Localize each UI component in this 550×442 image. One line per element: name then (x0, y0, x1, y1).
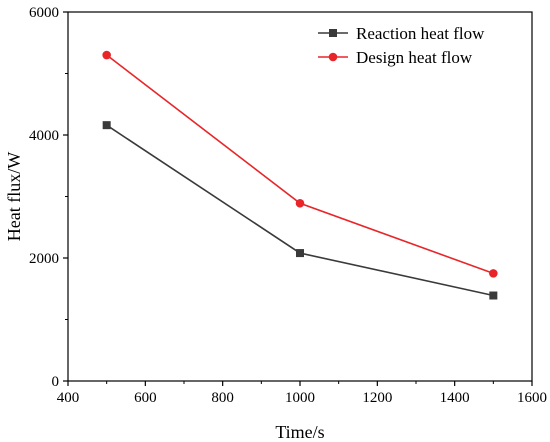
x-tick-label: 600 (134, 390, 157, 406)
x-tick-label: 800 (211, 390, 234, 406)
data-point-circle (102, 50, 111, 60)
x-axis-title: Time/s (275, 422, 324, 442)
y-axis-title: Heat flux/W (4, 152, 24, 241)
series-layer (102, 50, 498, 300)
y-tick-label: 6000 (29, 5, 59, 21)
data-point-square (296, 249, 304, 258)
x-tick-label: 1600 (517, 390, 547, 406)
legend-marker-square (329, 29, 337, 37)
x-tick-label: 1000 (285, 390, 315, 406)
legend-label: Design heat flow (356, 48, 473, 67)
x-tick-label: 400 (57, 390, 80, 406)
data-point-square (489, 291, 498, 300)
y-tick-label: 0 (52, 374, 60, 390)
x-tick-label: 1400 (440, 390, 470, 406)
axes: 400 600 800 1000 1200 1400 1600 0 2000 4000 6000 (29, 5, 547, 406)
legend: Reaction heat flow Design heat flow (318, 24, 485, 67)
legend-label: Reaction heat flow (356, 24, 485, 43)
data-point-circle (489, 269, 498, 278)
y-tick-label: 4000 (29, 128, 59, 144)
plot-frame (67, 11, 533, 382)
legend-marker-circle (328, 52, 338, 62)
data-point-square (102, 121, 111, 130)
data-point-circle (295, 198, 305, 208)
y-tick-label: 2000 (29, 251, 59, 267)
x-tick-label: 1200 (362, 390, 392, 406)
series-line-1 (106, 124, 494, 297)
